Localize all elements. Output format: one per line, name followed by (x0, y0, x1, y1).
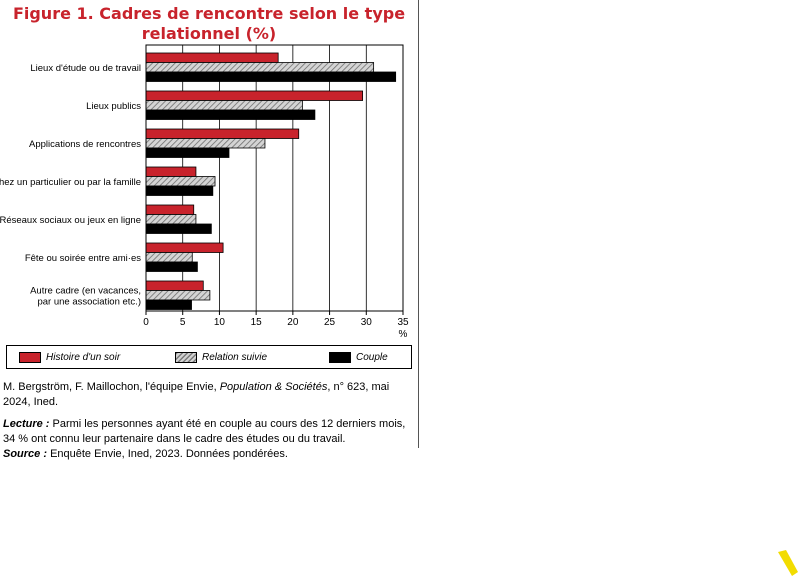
bar-histoire-3 (145, 166, 197, 177)
category-label-0: Lieux d'étude ou de travail (30, 63, 141, 74)
bar-couple-6 (145, 299, 192, 310)
figure-panel: Figure 1. Cadres de rencontre selon le t… (0, 0, 419, 460)
bar-relation-4 (145, 214, 197, 225)
bar-chart: 0 5 10 15 20 25 30 35% Lieux d'étude ou de trav… (0, 44, 409, 340)
bar-relation-0 (145, 62, 375, 73)
legend-item-couple: Couple (329, 349, 388, 365)
lecture-label: Lecture : (3, 418, 50, 430)
bar-histoire-0 (145, 52, 279, 63)
category-label-line: Autre cadre (en vacances, (30, 285, 141, 296)
category-label-6: Autre cadre (en vacances, par une associa… (30, 285, 141, 307)
plot-frame (145, 44, 404, 312)
category-label-line: Lieux publics (86, 101, 141, 112)
category-label-line: Applications de rencontres (29, 139, 141, 150)
bar-couple-3 (145, 185, 214, 196)
bar-histoire-5 (145, 242, 224, 253)
bar-couple-0 (145, 71, 397, 82)
brand-mark-shape (778, 550, 798, 576)
x-tick-label-5: 5 (180, 317, 186, 328)
legend-swatch-couple (329, 351, 351, 363)
category-label-line: Réseaux sociaux ou jeux en ligne (0, 215, 141, 226)
x-tick-label-10: 10 (214, 317, 226, 328)
chart-title: Figure 1. Cadres de rencontre selon le t… (12, 4, 406, 43)
x-tick-label-35: 35 (397, 317, 409, 328)
legend-item-histoire: Histoire d'un soir (19, 349, 120, 365)
figure-footer: M. Bergström, F. Maillochon, l'équipe En… (3, 380, 417, 462)
bar-histoire-6 (145, 280, 204, 291)
legend-item-relation: Relation suivie (175, 349, 267, 365)
x-tick-label-25: 25 (324, 317, 336, 328)
bar-couple-5 (145, 261, 198, 272)
x-tick-label-15: 15 (251, 317, 263, 328)
bar-relation-5 (145, 252, 193, 263)
bar-histoire-1 (145, 90, 364, 101)
bar-couple-2 (145, 147, 230, 158)
x-tick-label-0: 0 (143, 317, 149, 328)
corner-brand-mark (778, 550, 798, 576)
x-tick-label-30: 30 (361, 317, 373, 328)
legend-swatch-histoire (19, 351, 41, 363)
citation-authors: M. Bergström, F. Maillochon, l'équipe En… (3, 381, 220, 393)
bar-histoire-4 (145, 204, 195, 215)
x-unit-label: % (399, 329, 408, 340)
lecture-text: Parmi les personnes ayant été en couple … (3, 418, 406, 445)
category-label-4: Réseaux sociaux ou jeux en ligne (0, 215, 141, 226)
category-label-line: Lieux d'étude ou de travail (30, 63, 141, 74)
legend-label-relation: Relation suivie (202, 351, 268, 363)
bar-histoire-2 (145, 128, 300, 139)
bar-relation-2 (145, 138, 266, 149)
category-label-1: Lieux publics (86, 101, 141, 112)
category-label-line: Chez un particulier ou par la famille (0, 177, 141, 188)
bar-couple-4 (145, 223, 212, 234)
category-label-2: Applications de rencontres (29, 139, 141, 150)
source-note: Source : Enquête Envie, Ined, 2023. Donn… (3, 447, 417, 462)
bar-relation-1 (145, 100, 303, 111)
category-label-5: Fête ou soirée entre ami·es (25, 253, 141, 264)
source-citation: M. Bergström, F. Maillochon, l'équipe En… (3, 380, 417, 410)
category-label-3: Chez un particulier ou par la famille (0, 177, 141, 188)
legend-swatch-relation (175, 351, 197, 363)
bar-couple-1 (145, 109, 316, 120)
legend-label-couple: Couple (356, 351, 388, 363)
legend-label-histoire: Histoire d'un soir (46, 351, 121, 363)
source-text: Enquête Envie, Ined, 2023. Données pondé… (47, 448, 288, 460)
x-tick-label-20: 20 (287, 317, 299, 328)
category-label-line: Fête ou soirée entre ami·es (25, 253, 141, 264)
chart-legend: Histoire d'un soir Relation suivie Coupl… (6, 345, 412, 369)
lecture-note: Lecture : Parmi les personnes ayant été … (3, 417, 417, 447)
bar-relation-6 (145, 290, 211, 301)
source-label: Source : (3, 448, 48, 460)
citation-details: , n° 623, mai 2024, Ined. (3, 381, 390, 408)
bar-relation-3 (145, 176, 216, 187)
category-label-line: par une association etc.) (37, 296, 141, 307)
citation-journal: Population & Sociétés (219, 381, 328, 393)
